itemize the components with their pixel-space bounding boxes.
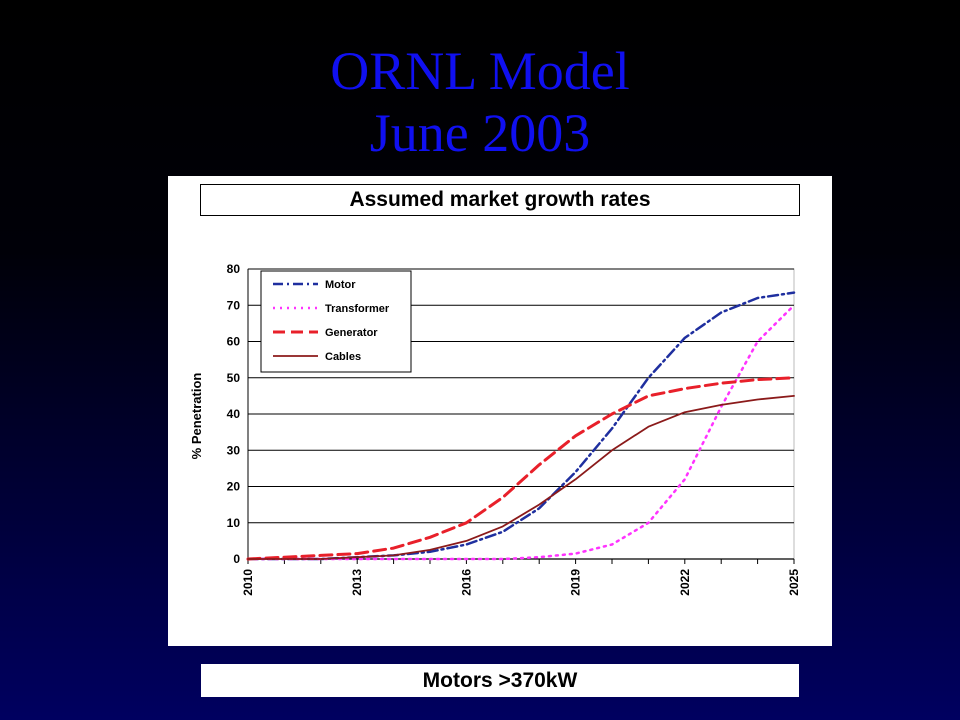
y-tick-label: 80	[227, 262, 241, 276]
x-tick-label: 2019	[569, 569, 583, 596]
legend-label: Transformer	[325, 303, 390, 315]
chart-panel	[168, 176, 832, 646]
x-tick-label: 2013	[350, 569, 364, 596]
y-tick-label: 50	[227, 371, 241, 385]
legend-label: Cables	[325, 351, 361, 363]
x-tick-label: 2010	[241, 569, 255, 596]
title-line-1: ORNL Model	[330, 41, 630, 101]
series-line-cables	[247, 394, 795, 560]
y-tick-label: 0	[233, 552, 240, 566]
series-line-generator	[246, 376, 796, 561]
slide-title: ORNL Model June 2003	[0, 40, 960, 164]
series	[246, 291, 796, 561]
y-tick-label: 10	[227, 516, 241, 530]
y-axis-label: % Penetration	[189, 373, 204, 460]
y-tick-label: 30	[227, 443, 241, 457]
y-tick-label: 70	[227, 298, 241, 312]
y-tick-label: 40	[227, 407, 241, 421]
y-tick-label: 20	[227, 480, 241, 494]
y-tick-label: 60	[227, 335, 241, 349]
x-tick-label: 2022	[678, 569, 692, 596]
x-tick-label: 2025	[787, 569, 801, 596]
title-line-2: June 2003	[369, 103, 591, 163]
legend-label: Motor	[325, 279, 356, 291]
legend: Motor Transformer Generator Cables	[260, 270, 412, 373]
chart-header: Assumed market growth rates	[200, 184, 800, 216]
x-tick-label: 2016	[459, 569, 473, 596]
chart-footer: Motors >370kW	[201, 664, 799, 697]
legend-label: Generator	[325, 327, 378, 339]
